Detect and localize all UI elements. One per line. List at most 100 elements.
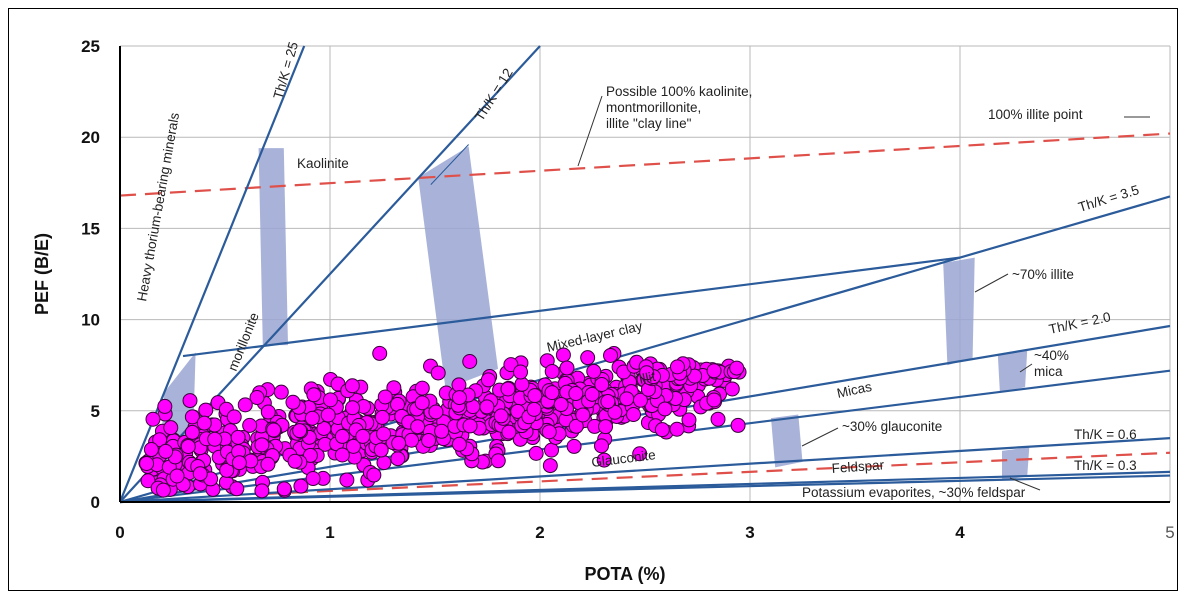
shaded-band <box>258 148 288 346</box>
data-point <box>434 423 450 439</box>
data-point <box>428 404 444 420</box>
data-point <box>410 419 426 435</box>
data-point <box>681 412 697 428</box>
data-point <box>345 400 361 416</box>
data-point <box>287 453 303 469</box>
data-point <box>230 429 246 445</box>
data-point <box>632 446 648 462</box>
annotation-clay-line-1: Possible 100% kaolinite, <box>606 84 752 99</box>
data-point <box>669 421 685 437</box>
data-point <box>219 462 235 478</box>
data-point <box>706 363 722 379</box>
data-point <box>598 419 614 435</box>
y-tick-label: 15 <box>81 219 100 238</box>
data-point <box>559 360 575 376</box>
x-tick-label: 5 <box>1165 523 1174 542</box>
data-point <box>184 424 200 440</box>
data-point <box>249 389 265 405</box>
x-tick-label: 3 <box>745 523 754 542</box>
data-point <box>237 397 253 413</box>
data-point <box>376 426 392 442</box>
data-point <box>586 363 602 379</box>
data-point <box>158 443 174 459</box>
data-point <box>316 420 332 436</box>
x-tick-label: 0 <box>115 523 124 542</box>
data-point <box>430 365 446 381</box>
data-point <box>254 437 270 453</box>
data-point <box>254 483 270 499</box>
ratio-label: Th/K = 0.6 <box>1074 427 1137 442</box>
data-point <box>580 350 596 366</box>
data-point <box>302 447 318 463</box>
data-point <box>229 481 245 497</box>
data-point <box>584 386 600 402</box>
data-point <box>451 390 467 406</box>
data-point <box>544 385 560 401</box>
data-point <box>293 478 309 494</box>
data-point <box>334 428 350 444</box>
y-tick-label: 5 <box>91 402 100 421</box>
data-point <box>366 467 382 483</box>
clay-line-dashed <box>266 451 1171 495</box>
data-point <box>542 458 558 474</box>
data-point <box>480 372 496 388</box>
data-point <box>654 422 670 438</box>
data-point <box>143 442 159 458</box>
shaded-band <box>943 257 975 366</box>
data-point <box>182 393 198 409</box>
data-point <box>513 364 529 380</box>
data-point <box>528 445 544 461</box>
boundary-line <box>182 256 961 358</box>
data-point <box>462 418 478 434</box>
data-point <box>568 386 584 402</box>
tick-labels: 0 1 2 3 4 5 0 5 10 15 20 25 <box>81 37 1175 542</box>
annotation-potassium-evaporites: Potassium evaporites, ~30% feldspar <box>802 485 1026 500</box>
shaded-band <box>1002 447 1030 481</box>
data-point <box>594 376 610 392</box>
data-point <box>260 404 276 420</box>
data-point <box>566 438 582 454</box>
ratio-line <box>119 437 1171 504</box>
annotation-30-glauconite: ~30% glauconite <box>842 419 942 434</box>
data-point <box>374 409 390 425</box>
data-point <box>145 411 161 427</box>
data-point <box>276 481 292 497</box>
data-point <box>451 377 467 393</box>
data-point <box>462 354 478 370</box>
annotation-40-line2: mica <box>1034 364 1063 379</box>
data-point <box>541 424 557 440</box>
ratio-label: Th/K = 12 <box>472 66 516 124</box>
data-point <box>669 359 685 375</box>
data-point <box>421 432 437 448</box>
data-point <box>139 455 155 471</box>
data-point <box>500 381 516 397</box>
y-tick-label: 10 <box>81 311 100 330</box>
ratio-line <box>119 324 1171 504</box>
ratio-lines <box>118 45 1171 504</box>
data-point <box>600 394 616 410</box>
ratio-label: Th/K = 25 <box>270 40 301 101</box>
data-point <box>710 411 726 427</box>
data-point <box>155 482 171 498</box>
data-point <box>339 472 355 488</box>
data-point <box>490 453 506 469</box>
data-point <box>404 432 420 448</box>
pointer-line <box>974 273 1009 293</box>
y-tick-label: 0 <box>91 493 100 512</box>
axes <box>119 46 1170 503</box>
data-point <box>180 439 196 455</box>
annotation-clay-line-2: montmorillonite, <box>606 100 701 115</box>
annotation-micas: Micas <box>836 379 874 401</box>
data-point <box>376 455 392 471</box>
data-point <box>657 401 673 417</box>
data-point <box>373 442 389 458</box>
data-point <box>192 466 208 482</box>
pointer-line <box>1009 477 1041 491</box>
x-tick-label: 2 <box>535 523 544 542</box>
shaded-band <box>418 146 498 389</box>
shaded-band <box>997 350 1028 393</box>
data-point <box>625 407 641 423</box>
y-tick-label: 20 <box>81 128 100 147</box>
ratio-label: Th/K = 3.5 <box>1076 182 1140 215</box>
